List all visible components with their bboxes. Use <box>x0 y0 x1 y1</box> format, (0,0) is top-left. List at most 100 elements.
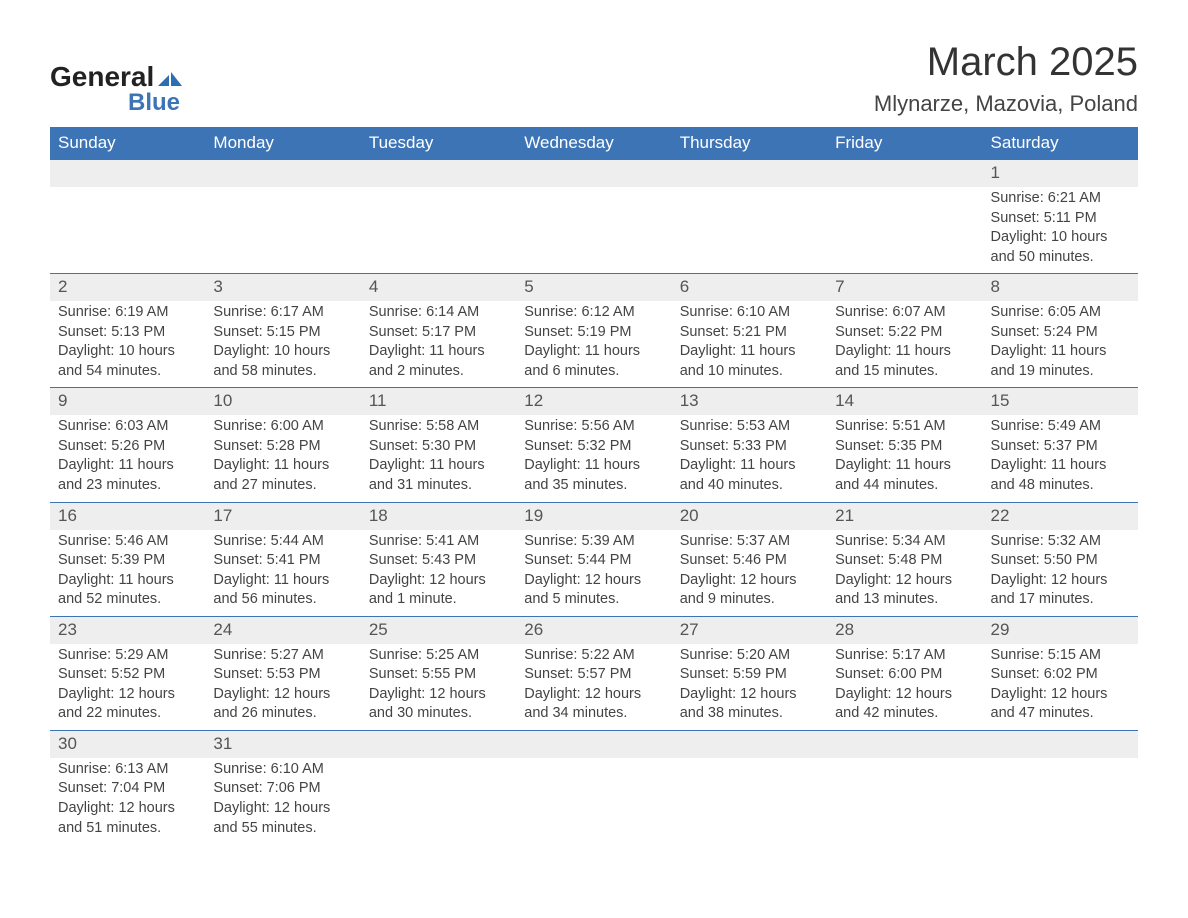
sunrise-line: Sunrise: 6:07 AM <box>835 303 974 323</box>
sunrise-line: Sunrise: 5:20 AM <box>680 646 819 666</box>
sunrise-line: Sunrise: 5:32 AM <box>991 532 1130 552</box>
daynum-row: 2345678 <box>50 274 1138 301</box>
day-number-cell: 19 <box>516 502 671 529</box>
sunset-line: Sunset: 5:37 PM <box>991 437 1130 457</box>
day-number-cell: 16 <box>50 502 205 529</box>
day-detail-cell: Sunrise: 5:53 AMSunset: 5:33 PMDaylight:… <box>672 415 827 502</box>
day-number-cell: 27 <box>672 616 827 643</box>
day-detail-cell: Sunrise: 5:37 AMSunset: 5:46 PMDaylight:… <box>672 530 827 617</box>
month-title: March 2025 <box>874 40 1138 85</box>
day-number-cell: 18 <box>361 502 516 529</box>
daylight-line: Daylight: 11 hours and 44 minutes. <box>835 456 974 495</box>
sunset-line: Sunset: 6:00 PM <box>835 665 974 685</box>
day-number-cell <box>361 160 516 187</box>
day-detail-cell: Sunrise: 5:49 AMSunset: 5:37 PMDaylight:… <box>983 415 1138 502</box>
daylight-line: Daylight: 11 hours and 48 minutes. <box>991 456 1130 495</box>
daylight-line: Daylight: 11 hours and 23 minutes. <box>58 456 197 495</box>
sunset-line: Sunset: 5:13 PM <box>58 323 197 343</box>
day-number-cell: 15 <box>983 388 1138 415</box>
sunset-line: Sunset: 5:44 PM <box>524 551 663 571</box>
sunset-line: Sunset: 5:28 PM <box>213 437 352 457</box>
sunset-line: Sunset: 5:33 PM <box>680 437 819 457</box>
daylight-line: Daylight: 11 hours and 6 minutes. <box>524 342 663 381</box>
weekday-header: Friday <box>827 127 982 160</box>
day-detail-cell: Sunrise: 6:13 AMSunset: 7:04 PMDaylight:… <box>50 758 205 844</box>
day-detail-cell: Sunrise: 5:17 AMSunset: 6:00 PMDaylight:… <box>827 644 982 731</box>
daylight-line: Daylight: 12 hours and 17 minutes. <box>991 571 1130 610</box>
daynum-row: 3031 <box>50 730 1138 757</box>
day-number-cell: 7 <box>827 274 982 301</box>
title-block: March 2025 Mlynarze, Mazovia, Poland <box>874 40 1138 117</box>
day-detail-cell: Sunrise: 5:34 AMSunset: 5:48 PMDaylight:… <box>827 530 982 617</box>
sunrise-line: Sunrise: 5:51 AM <box>835 417 974 437</box>
detail-row: Sunrise: 6:21 AMSunset: 5:11 PMDaylight:… <box>50 187 1138 274</box>
day-number-cell: 14 <box>827 388 982 415</box>
sunrise-line: Sunrise: 6:05 AM <box>991 303 1130 323</box>
day-detail-cell: Sunrise: 6:17 AMSunset: 5:15 PMDaylight:… <box>205 301 360 388</box>
day-detail-cell: Sunrise: 5:29 AMSunset: 5:52 PMDaylight:… <box>50 644 205 731</box>
day-number-cell: 26 <box>516 616 671 643</box>
daylight-line: Daylight: 11 hours and 31 minutes. <box>369 456 508 495</box>
daylight-line: Daylight: 12 hours and 42 minutes. <box>835 685 974 724</box>
day-number-cell: 11 <box>361 388 516 415</box>
sunrise-line: Sunrise: 6:17 AM <box>213 303 352 323</box>
daylight-line: Daylight: 10 hours and 54 minutes. <box>58 342 197 381</box>
sunrise-line: Sunrise: 6:03 AM <box>58 417 197 437</box>
sunset-line: Sunset: 5:50 PM <box>991 551 1130 571</box>
detail-row: Sunrise: 5:46 AMSunset: 5:39 PMDaylight:… <box>50 530 1138 617</box>
day-detail-cell: Sunrise: 5:15 AMSunset: 6:02 PMDaylight:… <box>983 644 1138 731</box>
day-detail-cell: Sunrise: 5:20 AMSunset: 5:59 PMDaylight:… <box>672 644 827 731</box>
day-number-cell <box>827 730 982 757</box>
sunrise-line: Sunrise: 5:53 AM <box>680 417 819 437</box>
logo: General Blue <box>50 61 182 117</box>
sunset-line: Sunset: 5:57 PM <box>524 665 663 685</box>
daylight-line: Daylight: 11 hours and 19 minutes. <box>991 342 1130 381</box>
day-detail-cell: Sunrise: 5:46 AMSunset: 5:39 PMDaylight:… <box>50 530 205 617</box>
sunrise-line: Sunrise: 5:25 AM <box>369 646 508 666</box>
sunset-line: Sunset: 5:32 PM <box>524 437 663 457</box>
sunrise-line: Sunrise: 5:41 AM <box>369 532 508 552</box>
sunset-line: Sunset: 5:46 PM <box>680 551 819 571</box>
day-detail-cell: Sunrise: 6:10 AMSunset: 7:06 PMDaylight:… <box>205 758 360 844</box>
weekday-header-row: SundayMondayTuesdayWednesdayThursdayFrid… <box>50 127 1138 160</box>
detail-row: Sunrise: 6:19 AMSunset: 5:13 PMDaylight:… <box>50 301 1138 388</box>
daylight-line: Daylight: 11 hours and 52 minutes. <box>58 571 197 610</box>
day-number-cell: 31 <box>205 730 360 757</box>
daynum-row: 16171819202122 <box>50 502 1138 529</box>
day-number-cell: 17 <box>205 502 360 529</box>
weekday-header: Saturday <box>983 127 1138 160</box>
page-header: General Blue March 2025 Mlynarze, Mazovi… <box>50 40 1138 117</box>
day-number-cell: 4 <box>361 274 516 301</box>
sunrise-line: Sunrise: 6:21 AM <box>991 189 1130 209</box>
day-number-cell: 5 <box>516 274 671 301</box>
day-number-cell: 2 <box>50 274 205 301</box>
daylight-line: Daylight: 12 hours and 22 minutes. <box>58 685 197 724</box>
daylight-line: Daylight: 11 hours and 35 minutes. <box>524 456 663 495</box>
daylight-line: Daylight: 12 hours and 51 minutes. <box>58 799 197 838</box>
daynum-row: 23242526272829 <box>50 616 1138 643</box>
day-detail-cell <box>672 187 827 274</box>
day-number-cell: 23 <box>50 616 205 643</box>
day-number-cell: 20 <box>672 502 827 529</box>
day-number-cell <box>516 160 671 187</box>
day-detail-cell: Sunrise: 6:05 AMSunset: 5:24 PMDaylight:… <box>983 301 1138 388</box>
day-detail-cell: Sunrise: 6:07 AMSunset: 5:22 PMDaylight:… <box>827 301 982 388</box>
day-detail-cell: Sunrise: 6:19 AMSunset: 5:13 PMDaylight:… <box>50 301 205 388</box>
weekday-header: Tuesday <box>361 127 516 160</box>
sunrise-line: Sunrise: 5:37 AM <box>680 532 819 552</box>
sunset-line: Sunset: 6:02 PM <box>991 665 1130 685</box>
sunrise-line: Sunrise: 5:58 AM <box>369 417 508 437</box>
daylight-line: Daylight: 11 hours and 15 minutes. <box>835 342 974 381</box>
sunrise-line: Sunrise: 6:14 AM <box>369 303 508 323</box>
sunset-line: Sunset: 5:48 PM <box>835 551 974 571</box>
day-detail-cell <box>361 758 516 844</box>
detail-row: Sunrise: 5:29 AMSunset: 5:52 PMDaylight:… <box>50 644 1138 731</box>
detail-row: Sunrise: 6:13 AMSunset: 7:04 PMDaylight:… <box>50 758 1138 844</box>
daylight-line: Daylight: 12 hours and 47 minutes. <box>991 685 1130 724</box>
day-number-cell: 29 <box>983 616 1138 643</box>
sunset-line: Sunset: 5:30 PM <box>369 437 508 457</box>
location-subtitle: Mlynarze, Mazovia, Poland <box>874 91 1138 117</box>
day-number-cell <box>672 730 827 757</box>
day-detail-cell: Sunrise: 6:14 AMSunset: 5:17 PMDaylight:… <box>361 301 516 388</box>
day-number-cell: 6 <box>672 274 827 301</box>
